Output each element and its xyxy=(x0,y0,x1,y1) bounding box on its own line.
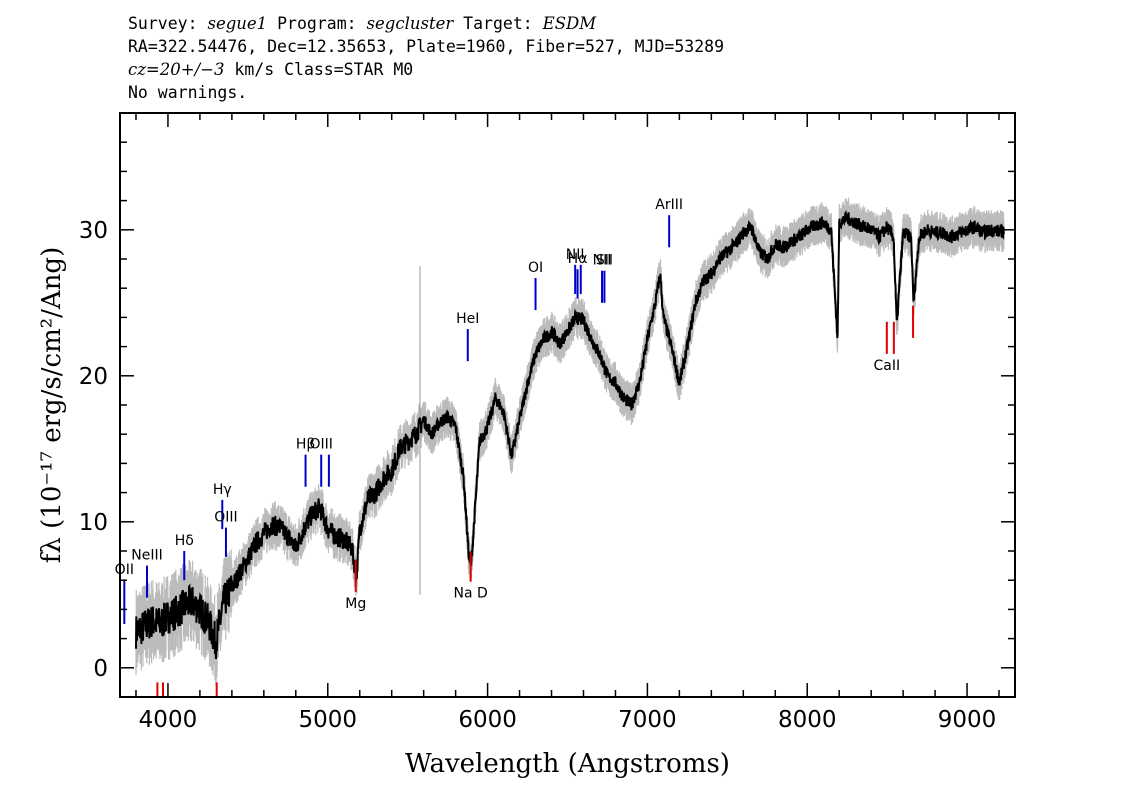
header-line-3: cz=20+/−3 km/s Class=STAR M0 xyxy=(128,58,724,81)
line-label: Mg xyxy=(345,596,366,612)
plot-header: Survey: segue1 Program: segcluster Targe… xyxy=(128,12,724,104)
line-label: OI xyxy=(528,260,543,276)
line-label: Hγ xyxy=(213,482,232,498)
y-tick-label: 10 xyxy=(79,510,108,536)
x-tick-label: 7000 xyxy=(618,707,677,733)
line-label: OII xyxy=(115,562,134,578)
line-label: Hα xyxy=(568,251,588,267)
y-tick-label: 20 xyxy=(79,364,108,390)
plot-frame xyxy=(119,112,1016,698)
class-value: km/s Class=STAR M0 xyxy=(224,60,414,79)
x-axis-label: Wavelength (Angstroms) xyxy=(405,749,730,779)
flux-line xyxy=(135,209,1005,660)
line-label: HeI xyxy=(456,311,479,327)
header-line-4: No warnings. xyxy=(128,83,248,102)
x-tick-label: 5000 xyxy=(298,707,357,733)
line-label: NeIII xyxy=(131,548,162,564)
line-label: CaII xyxy=(874,358,901,374)
x-tick-label: 6000 xyxy=(458,707,517,733)
survey-label: Survey: xyxy=(128,14,198,33)
cz-value: cz=20+/−3 xyxy=(128,60,225,79)
y-tick-label: 0 xyxy=(93,656,108,682)
x-tick-label: 4000 xyxy=(139,707,198,733)
target-value: ESDM xyxy=(542,14,597,33)
line-label: Na D xyxy=(453,586,487,602)
line-label: SII xyxy=(596,253,613,269)
x-tick-label: 8000 xyxy=(778,707,837,733)
program-label: Program: xyxy=(277,14,357,33)
line-label: OIII xyxy=(214,510,237,526)
program-value: segcluster xyxy=(366,14,454,33)
line-label: NII xyxy=(566,247,585,263)
axes-group: 4000 5000 6000 7000 8000 9000 0 10 20 30 xyxy=(79,113,1015,733)
line-label: NII xyxy=(593,253,612,269)
line-label: OIII xyxy=(310,437,333,453)
header-line-2: RA=322.54476, Dec=12.35653, Plate=1960, … xyxy=(128,37,725,56)
target-label: Target: xyxy=(463,14,533,33)
line-label: ArIII xyxy=(655,197,683,213)
y-tick-label: 30 xyxy=(79,218,108,244)
error-band xyxy=(135,197,1005,686)
line-label: Hδ xyxy=(175,533,194,549)
header-line-1: Survey: segue1 Program: segcluster Targe… xyxy=(128,12,724,35)
x-tick-label: 9000 xyxy=(938,707,997,733)
flux-series-group xyxy=(135,209,1005,660)
line-label: Hβ xyxy=(296,437,315,453)
error-band-group xyxy=(135,197,1005,686)
y-axis-label: fλ (10⁻¹⁷ erg/s/cm²/Ang) xyxy=(37,247,67,563)
survey-value: segue1 xyxy=(207,14,268,33)
